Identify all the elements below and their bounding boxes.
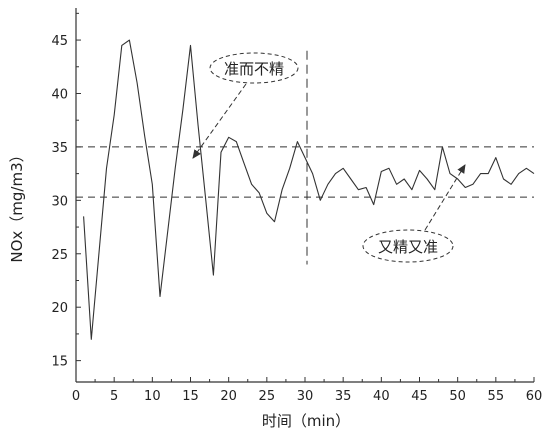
annotation-ellipse	[209, 52, 299, 84]
annotation-arrow	[424, 164, 466, 231]
x-tick-label: 60	[526, 389, 543, 404]
x-tick-label: 25	[259, 389, 276, 404]
series	[83, 39, 535, 340]
annotation-label: 准而不精	[224, 60, 284, 78]
x-tick-label: 40	[373, 389, 390, 404]
annotation-label: 又精又准	[378, 238, 438, 256]
x-tick-label: 55	[488, 389, 505, 404]
ticks: 0 5 10 15 20 25 30 35 40 45 50 55 60 15 20 25 30 35 40 45	[51, 12, 543, 404]
x-tick-label: 10	[144, 389, 161, 404]
x-tick-label: 15	[182, 389, 199, 404]
annotation-arrow	[192, 83, 247, 159]
nox-series-line	[83, 39, 535, 340]
x-tick-label: 20	[220, 389, 237, 404]
x-tick-label: 50	[449, 389, 466, 404]
y-tick-label: 30	[51, 194, 68, 209]
y-tick-label: 45	[51, 34, 68, 49]
annotation-ellipse	[362, 229, 454, 263]
y-axis-title: NOx（mg/m3）	[8, 147, 26, 262]
x-tick-label: 45	[411, 389, 428, 404]
axes	[75, 8, 534, 383]
x-tick-label: 0	[72, 389, 80, 404]
x-tick-label: 5	[110, 389, 118, 404]
x-axis-title: 时间（min）	[262, 412, 350, 430]
y-tick-label: 35	[51, 141, 68, 156]
y-tick-label: 20	[51, 301, 68, 316]
y-tick-label: 25	[51, 248, 68, 263]
x-tick-label: 30	[297, 389, 314, 404]
reference-lines	[76, 50, 534, 265]
y-tick-label: 15	[51, 355, 68, 370]
y-tick-label: 40	[51, 87, 68, 102]
x-tick-label: 35	[335, 389, 352, 404]
